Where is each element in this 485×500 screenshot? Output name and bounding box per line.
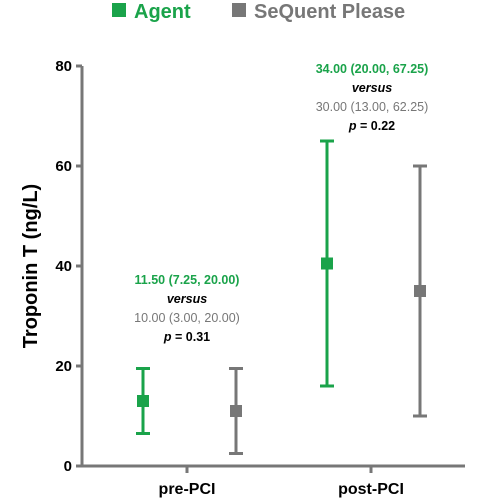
annotation-sequent-value: 30.00 (13.00, 62.25): [316, 100, 429, 114]
annotation-post-pci: 34.00 (20.00, 67.25) versus 30.00 (13.00…: [316, 62, 429, 133]
legend-label-sequent: SeQuent Please: [254, 1, 405, 23]
annotation-agent-value: 11.50 (7.25, 20.00): [135, 273, 240, 287]
legend-label-agent: Agent: [134, 1, 191, 23]
x-category-post-pci: post-PCI: [338, 481, 404, 498]
annotation-p-value: p = 0.22: [348, 119, 395, 133]
error-bar-sequent-pre-pci: [229, 367, 243, 455]
annotation-agent-value: 34.00 (20.00, 67.25): [316, 62, 429, 76]
y-tick-label: 0: [64, 458, 72, 475]
annotation-versus: versus: [352, 81, 392, 95]
p-label: p: [163, 330, 172, 344]
legend-marker-sequent: [232, 3, 246, 17]
error-bar-sequent-post-pci: [413, 164, 427, 418]
annotation-sequent-value: 10.00 (3.00, 20.00): [134, 311, 240, 325]
annotation-pre-pci: 11.50 (7.25, 20.00) versus 10.00 (3.00, …: [134, 273, 240, 344]
axes: 0 20 40 60 80: [55, 58, 465, 475]
p-number: = 0.31: [172, 330, 211, 344]
y-tick-label: 60: [55, 158, 72, 175]
median-marker: [321, 257, 333, 270]
median-marker: [137, 395, 149, 407]
y-axis-label: Troponin T (ng/L): [20, 184, 42, 348]
x-category-pre-pci: pre-PCI: [159, 481, 216, 498]
error-bar-agent-post-pci: [320, 139, 334, 388]
annotation-versus: versus: [167, 292, 207, 306]
median-marker: [414, 285, 426, 297]
error-bar-agent-pre-pci: [136, 367, 150, 435]
y-tick-label: 80: [55, 58, 72, 75]
y-tick-label: 20: [55, 358, 72, 375]
p-number: = 0.22: [357, 119, 396, 133]
legend-marker-agent: [112, 3, 126, 17]
data-marks: [136, 139, 427, 455]
p-label: p: [348, 119, 357, 133]
annotation-p-value: p = 0.31: [163, 330, 210, 344]
legend: Agent SeQuent Please: [112, 1, 405, 23]
y-tick-label: 40: [55, 258, 72, 275]
median-marker: [230, 405, 242, 417]
